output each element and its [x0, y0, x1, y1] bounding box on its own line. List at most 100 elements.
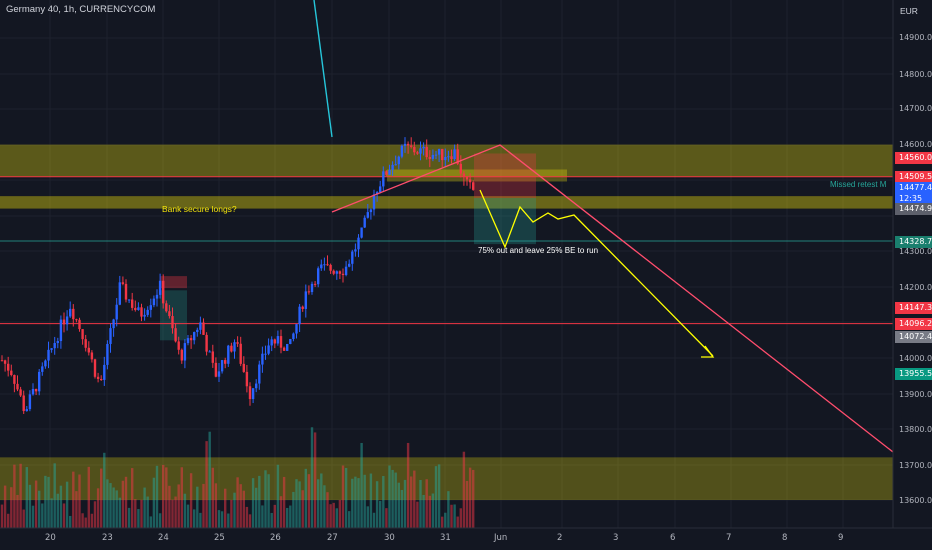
volume-bar — [437, 464, 441, 528]
volume-bar — [146, 496, 149, 528]
volume-bar — [174, 496, 177, 528]
annotation-missed-retest[interactable]: Missed retest M — [830, 180, 887, 189]
volume-bar — [87, 466, 90, 528]
candle-body — [96, 376, 100, 379]
candle-body — [341, 273, 345, 275]
volume-bar — [124, 476, 128, 528]
candle-body — [354, 249, 357, 252]
candle-body — [255, 383, 258, 389]
stop-box — [160, 276, 187, 289]
candle-body — [270, 339, 273, 346]
candle-body — [428, 157, 431, 159]
volume-bar — [0, 504, 4, 528]
candle-body — [320, 264, 323, 269]
annotation-bank-longs[interactable]: Bank secure longs? — [162, 204, 237, 214]
candle-body — [310, 283, 314, 293]
candle-body — [69, 308, 72, 317]
candle-body — [171, 316, 174, 329]
candle-body — [261, 353, 264, 365]
candle-body — [453, 149, 456, 159]
candle-body — [180, 349, 183, 361]
candle-body — [59, 319, 63, 342]
candle-body — [403, 143, 407, 146]
candle-body — [53, 343, 56, 349]
candle-body — [227, 345, 230, 364]
candle-body — [56, 341, 59, 344]
short-risk-box — [474, 153, 536, 198]
candle-body — [90, 352, 94, 360]
volume-bar — [65, 481, 69, 528]
candle-body — [298, 306, 301, 325]
volume-bar — [279, 496, 283, 528]
volume-bar — [13, 464, 16, 528]
time-tick: 25 — [214, 533, 225, 543]
candle-body — [62, 319, 66, 325]
candle-body — [193, 332, 196, 341]
price-tag-resistance-low: 14509.5 — [895, 171, 932, 183]
candle-body — [162, 280, 165, 304]
volume-bar — [109, 483, 112, 528]
volume-bar — [295, 479, 298, 528]
candle-body — [437, 148, 441, 155]
volume-bar — [59, 485, 63, 528]
candle-body — [276, 336, 280, 344]
volume-bar — [317, 479, 320, 528]
volume-bar — [44, 475, 47, 528]
price-tick: 14300.0 — [899, 247, 932, 256]
candle-body — [208, 351, 211, 353]
volume-bar — [220, 511, 224, 528]
volume-bar — [90, 513, 94, 528]
candle-body — [425, 146, 428, 158]
volume-bar — [38, 490, 41, 528]
volume-bar — [25, 467, 28, 528]
volume-bar — [261, 505, 264, 528]
volume-bar — [180, 467, 183, 528]
price-tag-bid: 14474.9 — [895, 203, 932, 215]
volume-bar — [357, 478, 360, 528]
candle-body — [366, 212, 369, 218]
candle-body — [230, 345, 233, 352]
volume-bar — [258, 475, 261, 528]
candle-body — [450, 156, 453, 159]
candle-body — [313, 283, 317, 285]
candle-body — [251, 388, 255, 400]
volume-bar — [431, 493, 435, 528]
candle-body — [406, 143, 410, 146]
price-tick: 14000.0 — [899, 354, 932, 363]
volume-bar — [348, 511, 351, 528]
volume-bar — [298, 481, 301, 528]
volume-bar — [233, 492, 236, 528]
volume-bar — [310, 427, 314, 528]
candle-body — [248, 386, 252, 400]
candle-body — [233, 342, 236, 352]
candle-body — [177, 341, 180, 350]
price-tick: 13900.0 — [899, 390, 932, 399]
volume-bar — [351, 478, 354, 528]
volume-bar — [118, 497, 121, 528]
candle-body — [199, 322, 202, 330]
candle-body — [131, 299, 134, 308]
price-tag-support-low: 14096.2 — [895, 318, 932, 330]
candle-body — [211, 351, 214, 363]
candle-body — [431, 154, 435, 159]
volume-bar — [391, 469, 394, 528]
annotation-trade-plan[interactable]: 75% out and leave 25% BE to run — [478, 246, 599, 255]
volume-bar — [320, 473, 323, 528]
candle-body — [465, 176, 469, 180]
candle-body — [295, 324, 298, 334]
price-tick: 14800.0 — [899, 70, 932, 79]
candle-body — [168, 311, 171, 317]
candle-body — [81, 329, 84, 340]
candle-body — [304, 291, 307, 309]
candlesticks — [0, 137, 475, 414]
candle-body — [236, 342, 239, 344]
projection-arrowhead — [701, 345, 715, 358]
volume-bar — [276, 464, 280, 528]
candle-body — [16, 383, 19, 390]
volume-bar — [379, 500, 382, 528]
volume-bar — [385, 508, 388, 528]
candle-body — [289, 339, 292, 344]
volume-bar — [149, 516, 152, 528]
candle-body — [357, 237, 360, 250]
